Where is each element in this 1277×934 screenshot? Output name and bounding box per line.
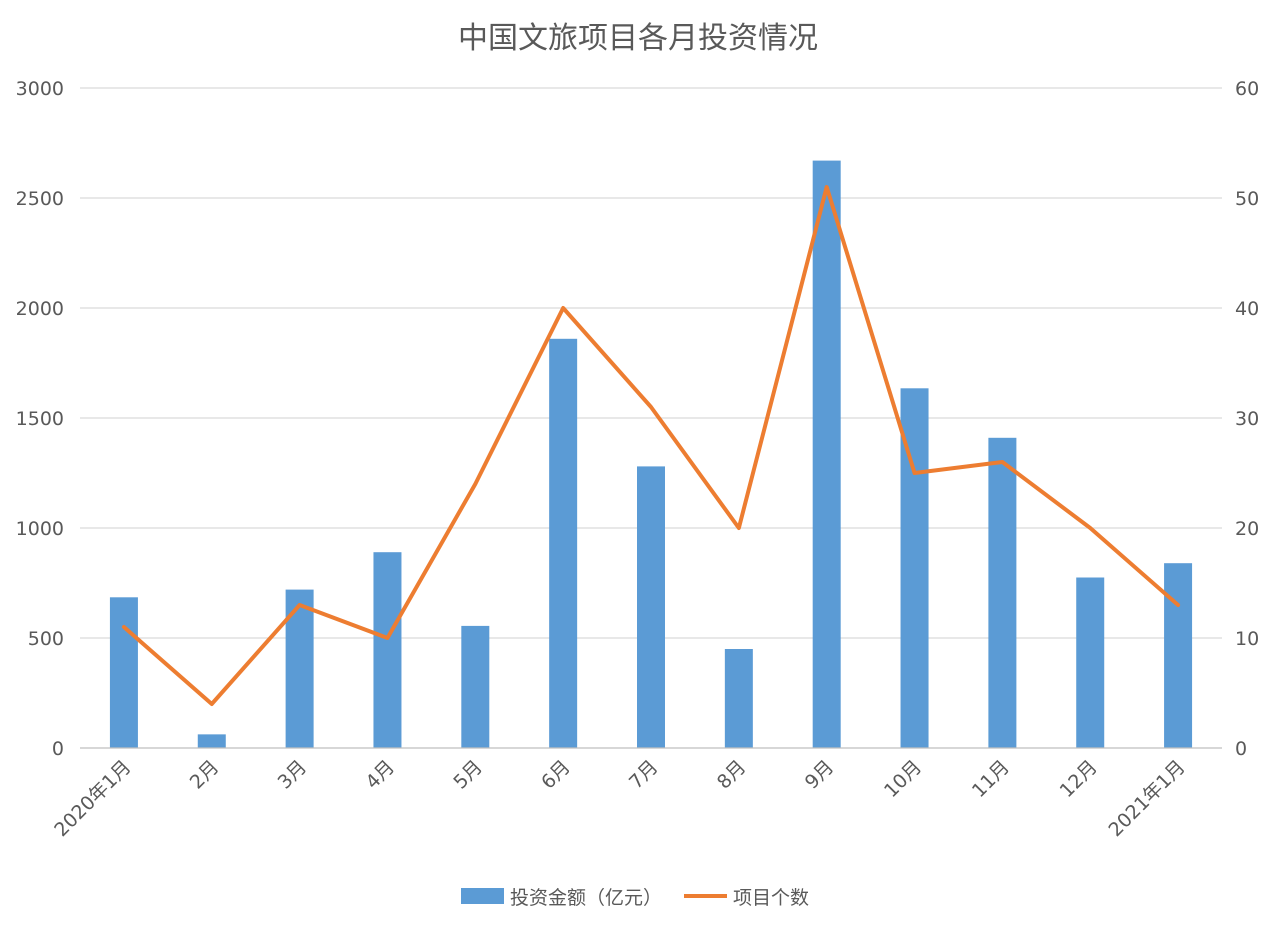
- x-tick-label: 10月: [880, 756, 926, 802]
- x-tick-label: 11月: [968, 756, 1014, 802]
- bar: [198, 734, 226, 748]
- y-left-tick-label: 2000: [16, 298, 64, 320]
- y-right-tick-label: 30: [1235, 408, 1259, 430]
- y-right-tick-label: 20: [1235, 518, 1259, 540]
- x-tick-label: 3月: [274, 756, 312, 794]
- x-tick-label: 6月: [537, 756, 575, 794]
- bar: [1076, 578, 1104, 749]
- y-right-tick-label: 10: [1235, 628, 1259, 650]
- x-tick-label: 7月: [625, 756, 663, 794]
- bar: [725, 649, 753, 748]
- legend-label-line: 项目个数: [733, 887, 809, 909]
- x-tick-label: 12月: [1056, 756, 1102, 802]
- y-left-tick-label: 3000: [16, 78, 64, 100]
- x-tick-label: 9月: [801, 756, 839, 794]
- chart-title: 中国文旅项目各月投资情况: [458, 21, 818, 56]
- bar: [373, 552, 401, 748]
- y-left-tick-label: 500: [28, 628, 64, 650]
- x-tick-label: 2021年1月: [1104, 756, 1189, 841]
- y-left-tick-label: 0: [52, 738, 64, 760]
- y-left-tick-label: 1500: [16, 408, 64, 430]
- x-tick-label: 4月: [361, 756, 399, 794]
- bar: [988, 438, 1016, 748]
- y-right-tick-label: 60: [1235, 78, 1259, 100]
- y-left-tick-label: 2500: [16, 188, 64, 210]
- x-tick-label: 2020年1月: [50, 756, 135, 841]
- legend: 投资金额（亿元） 项目个数: [461, 887, 809, 909]
- y-left-tick-label: 1000: [16, 518, 64, 540]
- bar-series: [110, 161, 1192, 748]
- x-tick-label: 8月: [713, 756, 751, 794]
- y-axis-left: 0 500 1000 1500 2000 2500 3000: [16, 78, 64, 760]
- bar: [1164, 563, 1192, 748]
- y-axis-right: 0 10 20 30 40 50 60: [1235, 78, 1259, 760]
- y-right-tick-label: 40: [1235, 298, 1259, 320]
- bar: [110, 597, 138, 748]
- y-right-tick-label: 0: [1235, 738, 1247, 760]
- bar: [549, 339, 577, 748]
- legend-swatch-bar: [461, 888, 504, 904]
- legend-label-bar: 投资金额（亿元）: [510, 887, 662, 909]
- x-tick-label: 2月: [186, 756, 224, 794]
- x-tick-label: 5月: [449, 756, 487, 794]
- bar: [637, 466, 665, 748]
- bar: [813, 161, 841, 748]
- bar: [461, 626, 489, 748]
- y-right-tick-label: 50: [1235, 188, 1259, 210]
